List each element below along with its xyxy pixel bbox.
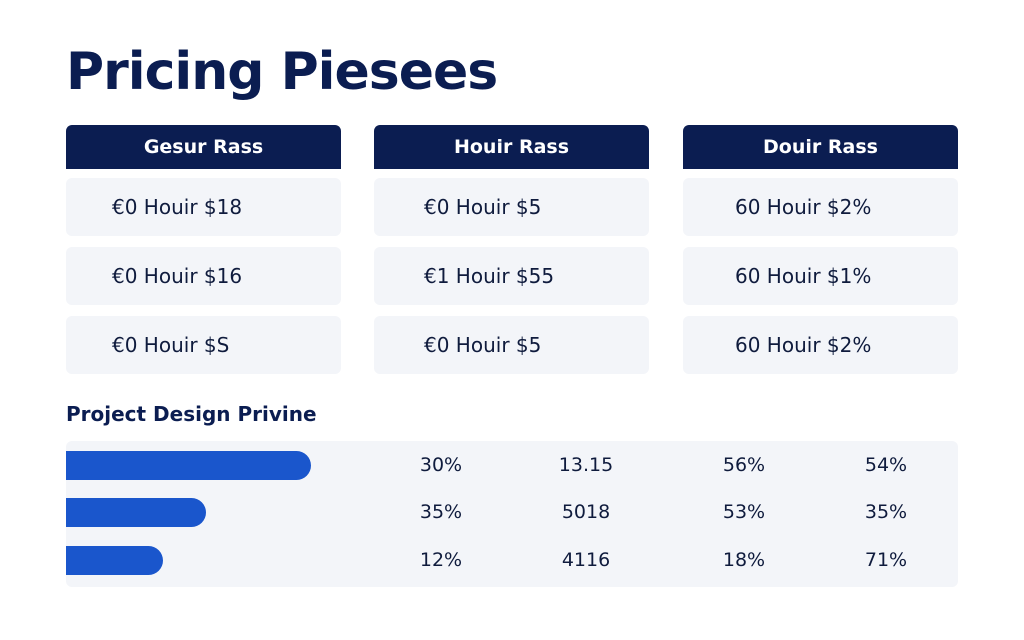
progress-bar [66,498,206,527]
stat-value: 30% [419,454,463,476]
progress-row: 12% 4116 18% 71% [66,545,958,575]
project-progress-panel: 30% 13.15 56% 54% 35% 5018 53% 35% 12% 4… [66,441,958,587]
stat-value: 35% [864,501,908,523]
price-cell: €0 Houir $S [66,316,341,374]
stat-value: 4116 [561,549,611,571]
column-header: Gesur Rass [66,125,341,169]
progress-bar [66,451,311,480]
price-column-3: Douir Rass 60 Houir $2% 60 Houir $1% 60 … [683,125,958,374]
page-title: Pricing Piesees [66,42,498,102]
stat-value: 18% [722,549,766,571]
price-cell: €1 Houir $55 [374,247,649,305]
progress-bar [66,546,163,575]
stat-value: 12% [419,549,463,571]
stat-value: 5018 [561,501,611,523]
stat-value: 54% [864,454,908,476]
price-cell: 60 Houir $1% [683,247,958,305]
price-cell: €0 Houir $5 [374,178,649,236]
stat-value: 35% [419,501,463,523]
price-cell: €0 Houir $18 [66,178,341,236]
section-title: Project Design Privine [66,402,317,426]
column-header: Houir Rass [374,125,649,169]
price-cell: €0 Houir $5 [374,316,649,374]
stat-value: 71% [864,549,908,571]
pricing-table: Gesur Rass €0 Houir $18 €0 Houir $16 €0 … [66,125,958,375]
stat-value: 13.15 [558,454,614,476]
price-column-1: Gesur Rass €0 Houir $18 €0 Houir $16 €0 … [66,125,341,374]
progress-row: 35% 5018 53% 35% [66,497,958,527]
column-header: Douir Rass [683,125,958,169]
price-cell: 60 Houir $2% [683,316,958,374]
price-column-2: Houir Rass €0 Houir $5 €1 Houir $55 €0 H… [374,125,649,374]
progress-row: 30% 13.15 56% 54% [66,450,958,480]
stat-value: 56% [722,454,766,476]
price-cell: €0 Houir $16 [66,247,341,305]
price-cell: 60 Houir $2% [683,178,958,236]
stat-value: 53% [722,501,766,523]
